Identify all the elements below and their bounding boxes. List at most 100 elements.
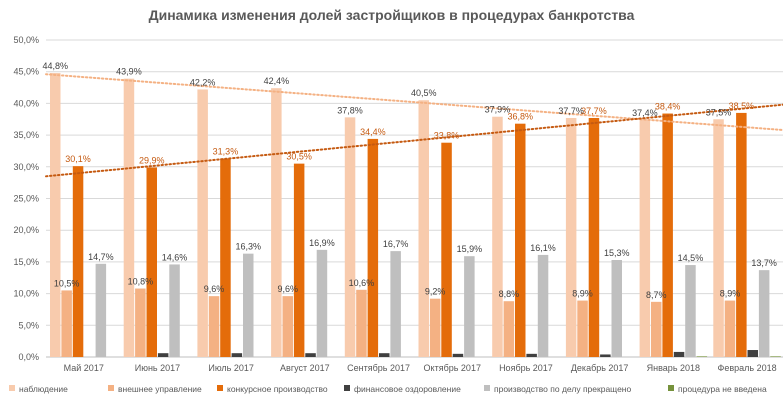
- bar: [305, 353, 316, 357]
- legend-label: внешнее управление: [118, 384, 202, 394]
- data-label: 38,5%: [729, 101, 755, 111]
- x-tick-label: Июль 2017: [208, 363, 253, 373]
- bar: [271, 88, 282, 358]
- y-tick-label: 50,0%: [13, 35, 39, 45]
- bar: [747, 350, 758, 357]
- bar: [61, 290, 72, 357]
- bar: [611, 259, 622, 357]
- legend-label: процедура не введена: [678, 384, 767, 394]
- bar: [197, 89, 208, 358]
- bar: [344, 117, 356, 358]
- data-label: 42,4%: [264, 76, 290, 86]
- legend-swatch: [108, 385, 114, 391]
- bar: [157, 353, 169, 357]
- bar: [588, 117, 600, 358]
- data-label: 42,2%: [190, 77, 216, 87]
- data-label: 37,8%: [337, 105, 363, 115]
- data-label: 34,4%: [360, 127, 386, 137]
- data-label: 9,6%: [277, 284, 298, 294]
- bar: [123, 78, 135, 357]
- data-label: 10,5%: [54, 278, 80, 288]
- x-tick-label: Сентябрь 2017: [347, 363, 410, 373]
- y-tick-label: 10,0%: [13, 289, 39, 299]
- data-label: 36,8%: [507, 112, 533, 122]
- bar: [243, 253, 254, 357]
- bar: [316, 249, 328, 357]
- x-tick-label: Декабрь 2017: [571, 363, 629, 373]
- bar: [685, 265, 696, 357]
- legend-label: конкурсное производство: [227, 384, 328, 394]
- bar: [515, 123, 526, 357]
- bar: [293, 163, 305, 357]
- bar: [758, 270, 770, 357]
- y-tick-label: 20,0%: [13, 225, 39, 235]
- x-tick-label: Июнь 2017: [135, 363, 180, 373]
- bar: [379, 353, 390, 357]
- bar: [452, 353, 464, 357]
- data-label: 40,5%: [411, 88, 437, 98]
- y-tick-label: 35,0%: [13, 130, 39, 140]
- chart-title: Динамика изменения долей застройщиков в …: [148, 7, 635, 23]
- bar: [526, 353, 537, 357]
- y-tick-label: 25,0%: [13, 194, 39, 204]
- data-label: 16,7%: [383, 239, 409, 249]
- data-label: 13,7%: [751, 258, 777, 268]
- data-label: 37,9%: [485, 105, 511, 115]
- y-tick-label: 40,0%: [13, 98, 39, 108]
- bar: [713, 119, 724, 357]
- bar: [146, 167, 157, 357]
- data-label: 15,3%: [604, 248, 630, 258]
- bar: [503, 301, 515, 357]
- bar: [231, 353, 243, 357]
- bar: [600, 354, 611, 357]
- bar: [169, 264, 180, 357]
- legend-swatch: [9, 385, 15, 391]
- bar: [72, 166, 84, 357]
- data-label: 8,9%: [572, 289, 593, 299]
- data-label: 37,7%: [558, 106, 584, 116]
- data-label: 37,5%: [706, 107, 732, 117]
- legend-label: финансовое оздоровление: [354, 384, 461, 394]
- data-label: 43,9%: [116, 67, 142, 77]
- bar: [724, 300, 736, 357]
- bar: [537, 254, 549, 357]
- bar: [770, 356, 781, 357]
- bar: [367, 138, 379, 357]
- data-label: 16,9%: [309, 238, 335, 248]
- bar: [390, 251, 401, 357]
- trendline: [45, 73, 783, 132]
- bar: [95, 263, 107, 357]
- data-label: 33,8%: [434, 131, 460, 141]
- y-tick-label: 45,0%: [13, 67, 39, 77]
- y-tick-label: 30,0%: [13, 162, 39, 172]
- data-label: 14,5%: [678, 253, 704, 263]
- bar: [565, 117, 577, 358]
- data-label: 37,7%: [581, 106, 607, 116]
- bar: [441, 142, 452, 357]
- bar: [662, 113, 673, 357]
- data-label: 31,3%: [213, 147, 239, 157]
- bar: [429, 298, 441, 357]
- data-label: 8,9%: [720, 289, 741, 299]
- bar: [50, 72, 61, 357]
- legend-label: производство по делу прекращено: [494, 384, 631, 394]
- y-tick-label: 5,0%: [18, 320, 39, 330]
- data-label: 15,9%: [457, 244, 483, 254]
- bar: [492, 116, 503, 358]
- y-tick-label: 0,0%: [18, 352, 39, 362]
- bar: [673, 351, 685, 357]
- bar: [220, 158, 231, 357]
- data-label: 14,7%: [88, 252, 114, 262]
- y-tick-label: 15,0%: [13, 257, 39, 267]
- x-tick-label: Февраль 2018: [717, 363, 776, 373]
- data-label: 10,8%: [128, 277, 154, 287]
- data-label: 30,1%: [65, 154, 91, 164]
- x-tick-label: Май 2017: [64, 363, 104, 373]
- bar: [577, 300, 588, 357]
- bar: [736, 112, 747, 357]
- data-label: 8,7%: [646, 290, 667, 300]
- data-label: 9,2%: [425, 287, 446, 297]
- legend-label: наблюдение: [19, 384, 68, 394]
